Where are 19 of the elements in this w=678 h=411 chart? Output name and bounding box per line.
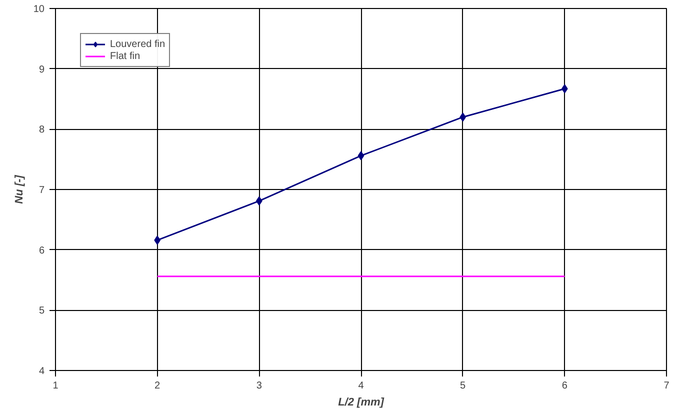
y-tick-label: 6 [38,245,45,256]
point [358,151,364,160]
x-tick-label: 7 [664,380,670,392]
legend-label: Flat fin [110,50,140,62]
x-tick-label: 3 [256,380,262,392]
x-tick-label: 5 [460,380,466,392]
y-tick-label: 4 [38,366,45,377]
y-tick-label: 5 [38,306,45,317]
x-tick-label: 6 [562,380,568,392]
x-tick-label: 1 [52,380,59,392]
y-tick-label: 10 [33,4,45,15]
x-tick-label: 4 [358,380,364,392]
y-tick-label: 9 [38,64,45,76]
x-axis-title: L/2 [mm] [338,396,384,408]
y-tick-label: 8 [38,124,45,136]
y-axis-title: Nu [-] [13,174,26,204]
legend-label: Louvered fin [110,38,166,50]
x-tick-label: 2 [154,380,161,392]
y-tick-label: 7 [38,185,45,196]
